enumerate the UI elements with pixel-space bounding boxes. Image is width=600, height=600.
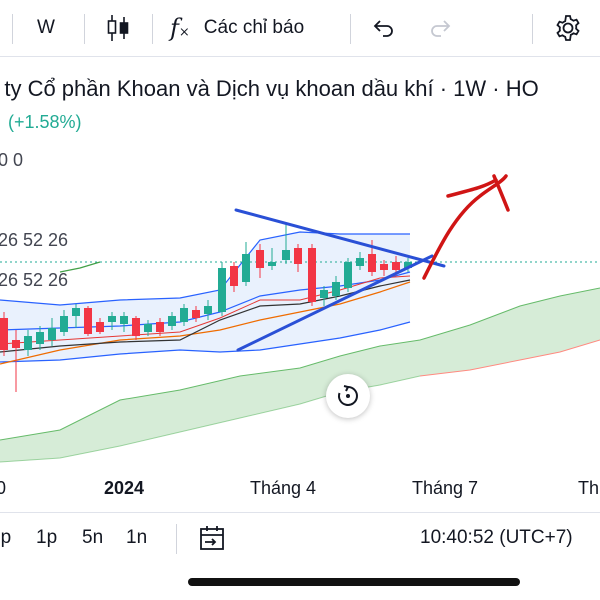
candle — [108, 316, 116, 322]
candle — [60, 316, 68, 332]
ma-red — [0, 275, 411, 345]
candle — [256, 250, 264, 268]
candle — [356, 258, 364, 266]
symbol-title: g ty Cổ phần Khoan và Dịch vụ khoan dầu … — [0, 76, 539, 101]
range-button-1n[interactable]: 1n — [126, 527, 148, 548]
trendline-upper[interactable] — [234, 208, 446, 268]
indicator-values-2: 26 52 26 — [0, 230, 69, 250]
price-chart[interactable] — [0, 140, 600, 470]
candle — [36, 332, 44, 344]
candle — [230, 266, 238, 286]
go-to-date-button[interactable] — [198, 524, 230, 554]
candle — [156, 322, 164, 332]
home-indicator — [188, 578, 520, 586]
candle — [12, 340, 20, 348]
candle — [84, 308, 92, 334]
range-button-5n[interactable]: 5n — [82, 527, 104, 548]
candle — [268, 262, 276, 266]
candle — [120, 316, 128, 324]
clock-timezone[interactable]: 10:40:52 (UTC+7) — [420, 527, 573, 548]
candle — [294, 248, 302, 264]
redo-icon — [431, 20, 451, 37]
candle — [24, 336, 32, 350]
candle — [0, 318, 8, 350]
candle — [144, 324, 152, 332]
candle — [218, 268, 226, 312]
candle — [48, 328, 56, 340]
trendline-lower[interactable] — [236, 254, 434, 352]
candles — [0, 224, 412, 392]
candle — [180, 308, 188, 322]
bollinger-lower — [0, 321, 411, 363]
ma-green-short — [59, 261, 101, 273]
candle — [344, 262, 352, 288]
candle — [320, 290, 328, 298]
reset-icon — [338, 385, 358, 406]
toolbar-separator — [532, 14, 533, 44]
toolbar-separator — [12, 14, 13, 44]
interval-button[interactable]: W — [26, 0, 66, 56]
reset-chart-button[interactable] — [326, 374, 370, 418]
interval-label: W — [37, 17, 55, 38]
calendar-arrow-icon — [200, 526, 224, 550]
toolbar-separator — [350, 14, 351, 44]
candle — [132, 318, 140, 336]
candle — [72, 308, 80, 316]
candle — [96, 322, 104, 332]
gear-icon — [556, 15, 580, 41]
x-axis-label: Tháng 7 — [412, 478, 479, 498]
candle — [380, 264, 388, 270]
candle — [308, 248, 316, 302]
indicators-button[interactable]: f× Các chỉ báo — [170, 0, 340, 56]
x-axis-label-year: 2024 — [104, 478, 145, 498]
candlestick-icon — [107, 15, 129, 41]
candle — [192, 310, 200, 318]
undo-icon — [373, 20, 393, 37]
indicator-values-3: 26 52 26 — [0, 270, 69, 290]
bottom-separator — [176, 524, 177, 554]
price-change: (+1.58%) — [8, 112, 82, 132]
redo-button[interactable] — [420, 0, 460, 56]
bollinger-upper — [0, 231, 410, 306]
annotation-arrow — [422, 174, 510, 280]
indicator-values-1: 0 0 — [0, 150, 24, 170]
cloud-lower-line — [419, 339, 600, 377]
bottom-toolbar — [0, 512, 600, 563]
candle — [368, 254, 376, 272]
toolbar-separator — [152, 14, 153, 44]
x-axis-label: Th — [578, 478, 600, 498]
settings-button[interactable] — [548, 0, 588, 56]
x-axis-label: 0 — [0, 478, 7, 498]
ma-orange — [0, 281, 411, 365]
cloud-upper-line — [0, 287, 600, 441]
candle — [404, 262, 412, 268]
x-axis-label: Tháng 4 — [250, 478, 317, 498]
undo-button[interactable] — [364, 0, 404, 56]
candle — [168, 316, 176, 326]
toolbar-separator — [84, 14, 85, 44]
chart-type-button[interactable] — [100, 0, 136, 56]
range-button-1p[interactable]: 1p — [36, 527, 58, 548]
indicators-label: Các chỉ báo — [203, 17, 305, 38]
candle — [282, 250, 290, 260]
candle — [204, 306, 212, 314]
candle — [332, 282, 340, 296]
range-button-5p[interactable]: 5p — [0, 527, 12, 548]
candle — [242, 254, 250, 282]
candle — [392, 262, 400, 270]
top-toolbar: W f× Các chỉ báo — [0, 0, 600, 57]
fx-icon: f× — [170, 14, 190, 42]
